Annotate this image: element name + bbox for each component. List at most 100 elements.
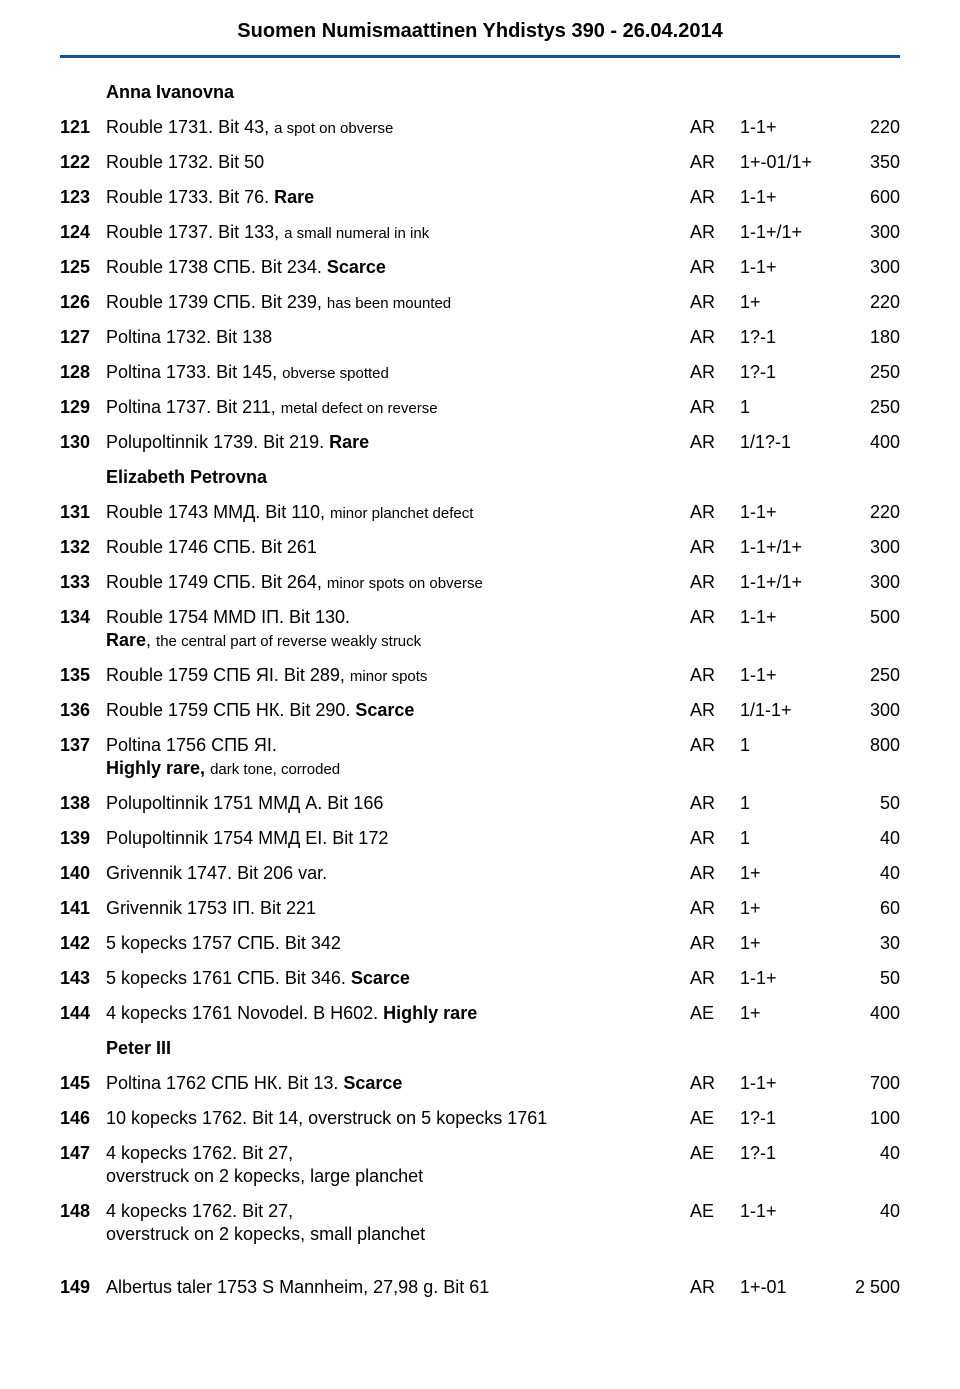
lot-number: 122 bbox=[60, 152, 106, 173]
lot-description: Rouble 1754 MMD IП. Bit 130.Rare, the ce… bbox=[106, 607, 690, 651]
lot-row: 123Rouble 1733. Bit 76. RareAR1-1+600 bbox=[60, 187, 900, 208]
lot-description: Poltina 1756 СПБ ЯI.Highly rare, dark to… bbox=[106, 735, 690, 779]
lot-number: 136 bbox=[60, 700, 106, 721]
lot-row: 129Poltina 1737. Bit 211, metal defect o… bbox=[60, 397, 900, 418]
lot-row: 132Rouble 1746 СПБ. Bit 261AR1-1+/1+300 bbox=[60, 537, 900, 558]
lot-metal: AR bbox=[690, 222, 740, 243]
lot-price: 220 bbox=[830, 117, 900, 138]
lot-description: 4 kopecks 1761 Novodel. B H602. Highly r… bbox=[106, 1003, 690, 1024]
lot-price: 40 bbox=[830, 1201, 900, 1222]
lot-grade: 1+ bbox=[740, 292, 830, 313]
lot-metal: AR bbox=[690, 898, 740, 919]
lot-grade: 1+ bbox=[740, 863, 830, 884]
lot-metal: AR bbox=[690, 700, 740, 721]
lot-description: Rouble 1738 СПБ. Bit 234. Scarce bbox=[106, 257, 690, 278]
lot-metal: AR bbox=[690, 537, 740, 558]
lot-row: 136Rouble 1759 СПБ НК. Bit 290. ScarceAR… bbox=[60, 700, 900, 721]
lot-number: 127 bbox=[60, 327, 106, 348]
lot-price: 300 bbox=[830, 537, 900, 558]
lot-description: Polupoltinnik 1751 ММД А. Bit 166 bbox=[106, 793, 690, 814]
lot-number: 147 bbox=[60, 1143, 106, 1164]
lot-metal: AR bbox=[690, 432, 740, 453]
lot-price: 400 bbox=[830, 432, 900, 453]
lot-price: 50 bbox=[830, 968, 900, 989]
lot-metal: AR bbox=[690, 828, 740, 849]
lot-metal: AR bbox=[690, 362, 740, 383]
lot-metal: AR bbox=[690, 117, 740, 138]
lot-description: 10 kopecks 1762. Bit 14, overstruck on 5… bbox=[106, 1108, 690, 1129]
lot-row: 127Poltina 1732. Bit 138AR1?-1180 bbox=[60, 327, 900, 348]
lot-metal: AR bbox=[690, 327, 740, 348]
lot-price: 180 bbox=[830, 327, 900, 348]
lot-description: Rouble 1749 СПБ. Bit 264, minor spots on… bbox=[106, 572, 690, 593]
lot-grade: 1-1+ bbox=[740, 665, 830, 686]
lot-number: 128 bbox=[60, 362, 106, 383]
lot-grade: 1+ bbox=[740, 933, 830, 954]
lot-grade: 1/1?-1 bbox=[740, 432, 830, 453]
lot-grade: 1?-1 bbox=[740, 362, 830, 383]
lot-number: 133 bbox=[60, 572, 106, 593]
lot-price: 300 bbox=[830, 222, 900, 243]
lot-price: 300 bbox=[830, 257, 900, 278]
spacer bbox=[60, 1259, 900, 1277]
lot-row: 135Rouble 1759 СПБ ЯI. Bit 289, minor sp… bbox=[60, 665, 900, 686]
lot-description: Rouble 1743 ММД. Bit 110, minor planchet… bbox=[106, 502, 690, 523]
lot-grade: 1 bbox=[740, 793, 830, 814]
lot-description: Poltina 1733. Bit 145, obverse spotted bbox=[106, 362, 690, 383]
lot-row: 125Rouble 1738 СПБ. Bit 234. ScarceAR1-1… bbox=[60, 257, 900, 278]
lot-metal: AR bbox=[690, 968, 740, 989]
lot-row: 122Rouble 1732. Bit 50AR1+-01/1+350 bbox=[60, 152, 900, 173]
lot-row: 134Rouble 1754 MMD IП. Bit 130.Rare, the… bbox=[60, 607, 900, 651]
lot-price: 40 bbox=[830, 828, 900, 849]
lot-grade: 1-1+/1+ bbox=[740, 537, 830, 558]
lot-price: 300 bbox=[830, 572, 900, 593]
lot-number: 148 bbox=[60, 1201, 106, 1222]
lot-number: 149 bbox=[60, 1277, 106, 1298]
lot-description: Grivennik 1747. Bit 206 var. bbox=[106, 863, 690, 884]
lot-metal: AR bbox=[690, 933, 740, 954]
lot-grade: 1-1+ bbox=[740, 968, 830, 989]
lot-number: 126 bbox=[60, 292, 106, 313]
lot-number: 145 bbox=[60, 1073, 106, 1094]
lot-metal: AR bbox=[690, 607, 740, 628]
lot-price: 250 bbox=[830, 665, 900, 686]
lot-number: 142 bbox=[60, 933, 106, 954]
lot-description: Rouble 1737. Bit 133, a small numeral in… bbox=[106, 222, 690, 243]
lot-description: 5 kopecks 1761 СПБ. Bit 346. Scarce bbox=[106, 968, 690, 989]
lot-metal: AR bbox=[690, 292, 740, 313]
lot-grade: 1+-01 bbox=[740, 1277, 830, 1298]
section-heading: Peter III bbox=[106, 1038, 900, 1059]
lot-row: 1425 kopecks 1757 СПБ. Bit 342AR1+30 bbox=[60, 933, 900, 954]
lot-price: 300 bbox=[830, 700, 900, 721]
lot-row: 1444 kopecks 1761 Novodel. B H602. Highl… bbox=[60, 1003, 900, 1024]
lot-description: 5 kopecks 1757 СПБ. Bit 342 bbox=[106, 933, 690, 954]
lot-number: 131 bbox=[60, 502, 106, 523]
lot-metal: AR bbox=[690, 187, 740, 208]
lot-metal: AE bbox=[690, 1003, 740, 1024]
lot-row: 128Poltina 1733. Bit 145, obverse spotte… bbox=[60, 362, 900, 383]
lot-row: 137Poltina 1756 СПБ ЯI.Highly rare, dark… bbox=[60, 735, 900, 779]
lot-number: 123 bbox=[60, 187, 106, 208]
page-title: Suomen Numismaattinen Yhdistys 390 - 26.… bbox=[60, 20, 900, 43]
catalog-table: Anna Ivanovna121Rouble 1731. Bit 43, a s… bbox=[60, 82, 900, 1298]
lot-row: 138Polupoltinnik 1751 ММД А. Bit 166AR15… bbox=[60, 793, 900, 814]
lot-price: 30 bbox=[830, 933, 900, 954]
lot-grade: 1?-1 bbox=[740, 1143, 830, 1164]
lot-price: 250 bbox=[830, 362, 900, 383]
lot-description: Rouble 1733. Bit 76. Rare bbox=[106, 187, 690, 208]
lot-metal: AR bbox=[690, 572, 740, 593]
lot-number: 139 bbox=[60, 828, 106, 849]
lot-grade: 1-1+ bbox=[740, 187, 830, 208]
lot-number: 125 bbox=[60, 257, 106, 278]
lot-price: 40 bbox=[830, 863, 900, 884]
lot-row: 140Grivennik 1747. Bit 206 var.AR1+40 bbox=[60, 863, 900, 884]
lot-row: 124Rouble 1737. Bit 133, a small numeral… bbox=[60, 222, 900, 243]
lot-number: 137 bbox=[60, 735, 106, 756]
lot-grade: 1 bbox=[740, 735, 830, 756]
lot-metal: AE bbox=[690, 1143, 740, 1164]
lot-grade: 1+-01/1+ bbox=[740, 152, 830, 173]
lot-metal: AR bbox=[690, 863, 740, 884]
lot-price: 400 bbox=[830, 1003, 900, 1024]
lot-price: 60 bbox=[830, 898, 900, 919]
lot-row: 130Polupoltinnik 1739. Bit 219. RareAR1/… bbox=[60, 432, 900, 453]
